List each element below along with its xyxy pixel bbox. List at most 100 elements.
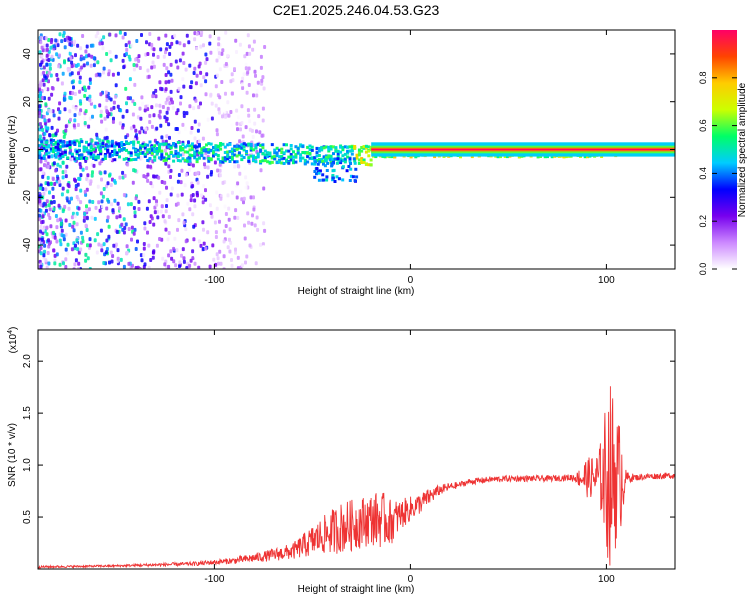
spectrogram-signal-mark — [282, 143, 286, 147]
spectrogram-x-tick-label: 0 — [408, 275, 414, 286]
spectrogram-y-tick-label: 20 — [22, 96, 33, 108]
spectrogram-noise-mark — [179, 95, 183, 100]
spectrogram-noise-mark — [124, 222, 128, 227]
spectrogram-noise-mark — [44, 102, 48, 107]
spectrogram-noise-mark — [40, 95, 44, 100]
spectrogram-noise-mark — [69, 56, 73, 61]
spectrogram-signal-mark — [52, 139, 56, 142]
spectrogram-noise-mark — [74, 243, 77, 248]
spectrogram-signal-mark — [42, 144, 46, 148]
spectrogram-noise-mark — [78, 177, 82, 181]
spectrogram-noise-mark — [145, 40, 148, 45]
spectrogram-noise-mark — [109, 183, 113, 187]
spectrogram-noise-mark — [61, 33, 65, 38]
spectrogram-noise-mark — [167, 95, 171, 100]
spectrogram-signal-mark — [82, 146, 86, 150]
spectrogram-signal-mark — [349, 167, 353, 171]
spectrogram-signal-mark — [332, 152, 335, 156]
spectrogram-signal-mark — [132, 142, 136, 146]
spectrogram-noise-mark — [191, 193, 195, 197]
snr-y-tick-label: 2.0 — [22, 354, 33, 368]
spectrogram-noise-mark — [68, 109, 72, 114]
spectrogram-noise-mark — [226, 53, 230, 58]
snr-frame — [37, 329, 676, 570]
spectrogram-signal-mark — [285, 143, 288, 147]
spectrogram-signal-mark — [393, 155, 397, 159]
spectrogram-noise-mark — [158, 80, 162, 85]
spectrogram-signal-mark — [141, 142, 145, 146]
spectrogram-noise-mark — [49, 73, 53, 78]
spectrogram-noise-mark — [217, 55, 221, 60]
spectrogram-signal-mark — [325, 175, 329, 179]
spectrogram-noise-mark — [197, 122, 201, 127]
spectrogram-noise-mark — [61, 186, 65, 191]
spectrogram-noise-mark — [48, 190, 51, 195]
spectrogram-noise-mark — [230, 123, 234, 128]
spectrogram-signal-mark — [249, 144, 253, 148]
spectrogram-noise-mark — [114, 83, 118, 88]
spectrogram-signal-mark — [252, 158, 255, 162]
spectrogram-signal-mark — [346, 145, 350, 149]
spectrogram-noise-mark — [83, 94, 87, 98]
spectrogram-signal-mark — [200, 154, 204, 158]
spectrogram-noise-mark — [185, 111, 189, 116]
spectrogram-signal-mark — [99, 142, 103, 146]
spectrogram-signal-mark — [85, 148, 88, 152]
spectrogram-noise-mark — [120, 222, 124, 227]
spectrogram-signal-mark — [92, 147, 96, 151]
spectrogram-noise-mark — [70, 80, 74, 85]
spectrogram-noise-mark — [169, 62, 173, 67]
spectrogram-signal-mark — [127, 151, 131, 155]
spectrogram-noise-mark — [156, 209, 160, 214]
spectrogram-noise-mark — [42, 191, 46, 196]
spectrogram-signal-mark — [301, 156, 305, 160]
spectrogram-signal-mark — [38, 156, 41, 159]
spectrogram-noise-mark — [127, 261, 131, 266]
spectrogram-signal-mark — [280, 151, 284, 154]
spectrogram-noise-mark — [50, 200, 54, 205]
spectrogram-noise-mark — [233, 215, 237, 220]
spectrogram-signal-mark — [282, 162, 286, 165]
spectrogram-noise-mark — [231, 190, 234, 195]
spectrogram-noise-mark — [139, 267, 142, 269]
spectrogram-noise-mark — [206, 165, 210, 170]
spectrogram-signal-mark — [219, 142, 223, 145]
spectrogram-noise-mark — [252, 195, 255, 200]
spectrogram-noise-mark — [84, 223, 88, 228]
spectrogram-signal-mark — [325, 169, 329, 172]
spectrogram-noise-mark — [112, 105, 116, 110]
spectrogram-noise-mark — [46, 87, 50, 92]
spectrogram-noise-mark — [182, 61, 186, 65]
spectrogram-signal-mark — [209, 149, 213, 153]
spectrogram-signal-mark — [134, 153, 138, 157]
spectrogram-signal-mark — [52, 147, 56, 151]
spectrogram-noise-mark — [38, 213, 41, 218]
spectrogram-noise-mark — [121, 170, 125, 175]
spectrogram-signal-mark — [324, 145, 328, 149]
spectrogram-plot-area — [38, 30, 675, 269]
spectrogram-noise-mark — [241, 134, 245, 139]
spectrogram-noise-mark — [116, 256, 120, 261]
spectrogram-noise-mark — [204, 92, 208, 97]
spectrogram-noise-mark — [79, 165, 83, 170]
spectrogram-noise-mark — [189, 198, 193, 203]
spectrogram-signal-mark — [54, 140, 58, 144]
spectrogram-noise-mark — [124, 135, 128, 140]
spectrogram-noise-mark — [48, 207, 52, 212]
spectrogram-noise-mark — [45, 265, 49, 269]
spectrogram-signal-mark — [129, 158, 133, 162]
spectrogram-noise-mark — [247, 113, 251, 118]
spectrogram-signal-mark — [47, 145, 51, 149]
spectrogram-noise-mark — [214, 84, 218, 89]
spectrogram-signal-mark — [73, 139, 77, 143]
spectrogram-noise-mark — [174, 263, 178, 268]
spectrogram-noise-mark — [214, 235, 218, 239]
spectrogram-noise-mark — [188, 167, 192, 172]
spectrogram-signal-mark — [78, 144, 81, 148]
spectrogram-noise-mark — [242, 231, 246, 236]
spectrogram-noise-mark — [106, 215, 110, 220]
spectrogram-noise-mark — [134, 196, 138, 201]
spectrogram-noise-mark — [93, 216, 97, 221]
spectrogram-noise-mark — [79, 247, 83, 252]
spectrogram-noise-mark — [194, 98, 198, 103]
